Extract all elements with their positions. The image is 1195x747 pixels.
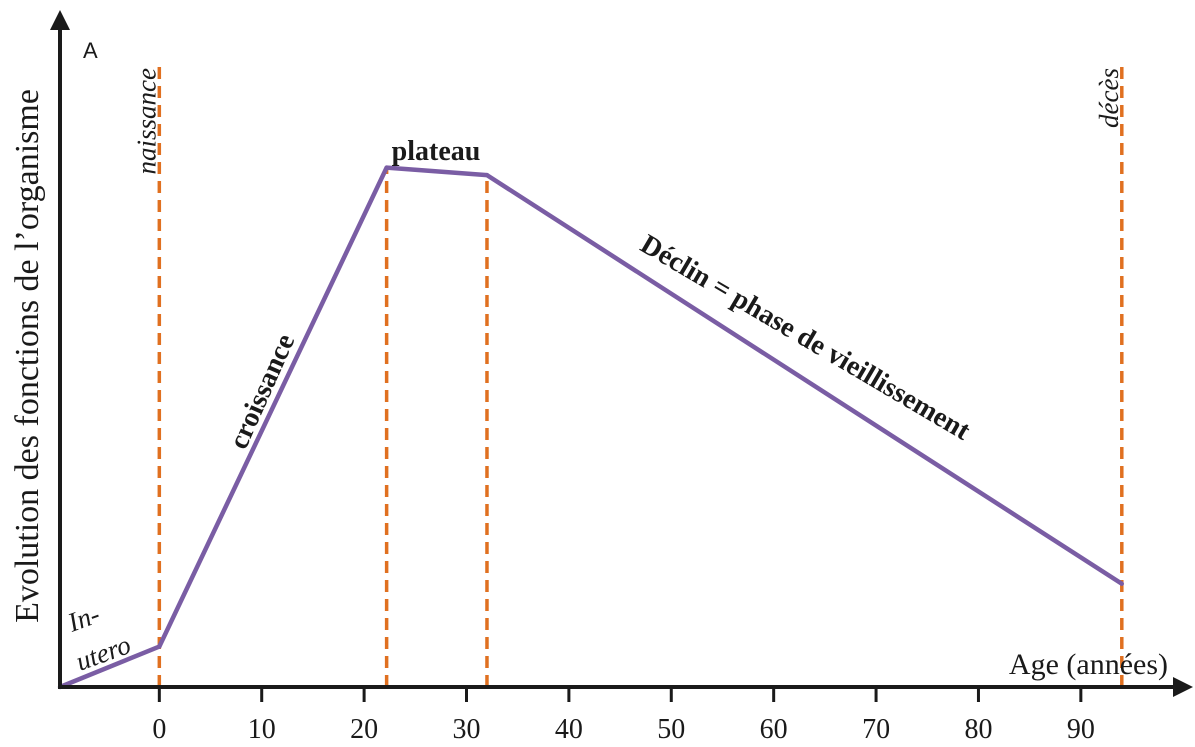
x-axis-ticks: 0 10 20 30 40 50 60 70 80 90 <box>152 687 1095 745</box>
x-axis-arrow-icon <box>1173 677 1193 697</box>
croissance-label: croissance <box>223 329 301 453</box>
in-utero-label-line1: In- <box>63 599 104 638</box>
x-axis-label: Age (années) <box>1009 648 1168 681</box>
x-tick-label-4: 40 <box>555 714 583 745</box>
series-point-1 <box>157 644 162 649</box>
x-tick-label-1: 10 <box>248 714 276 745</box>
series-point-2 <box>384 165 389 170</box>
series-point-4 <box>1119 581 1125 586</box>
declin-label: Déclin = phase de vieillissement <box>635 229 976 447</box>
y-axis-arrow-icon <box>50 10 70 30</box>
x-tick-label-0: 0 <box>152 714 166 745</box>
marker-label-3: décès <box>1094 68 1124 128</box>
series-point-3 <box>484 172 490 178</box>
x-tick-label-5: 50 <box>657 714 685 745</box>
y-axis-label: Evolution des fonctions de l’organisme <box>9 89 46 623</box>
axes <box>50 10 1193 697</box>
x-tick-label-2: 20 <box>350 714 378 745</box>
x-tick-label-9: 90 <box>1067 714 1095 745</box>
x-tick-label-6: 60 <box>760 714 788 745</box>
chart-labels: A Evolution des fonctions de l’organisme… <box>9 38 1168 681</box>
x-tick-label-7: 70 <box>862 714 890 745</box>
y-axis-marker: A <box>83 38 98 63</box>
x-tick-label-3: 30 <box>452 714 480 745</box>
plateau-label: plateau <box>392 136 481 167</box>
marker-label-0: naissance <box>131 68 161 175</box>
x-tick-label-8: 80 <box>964 714 992 745</box>
